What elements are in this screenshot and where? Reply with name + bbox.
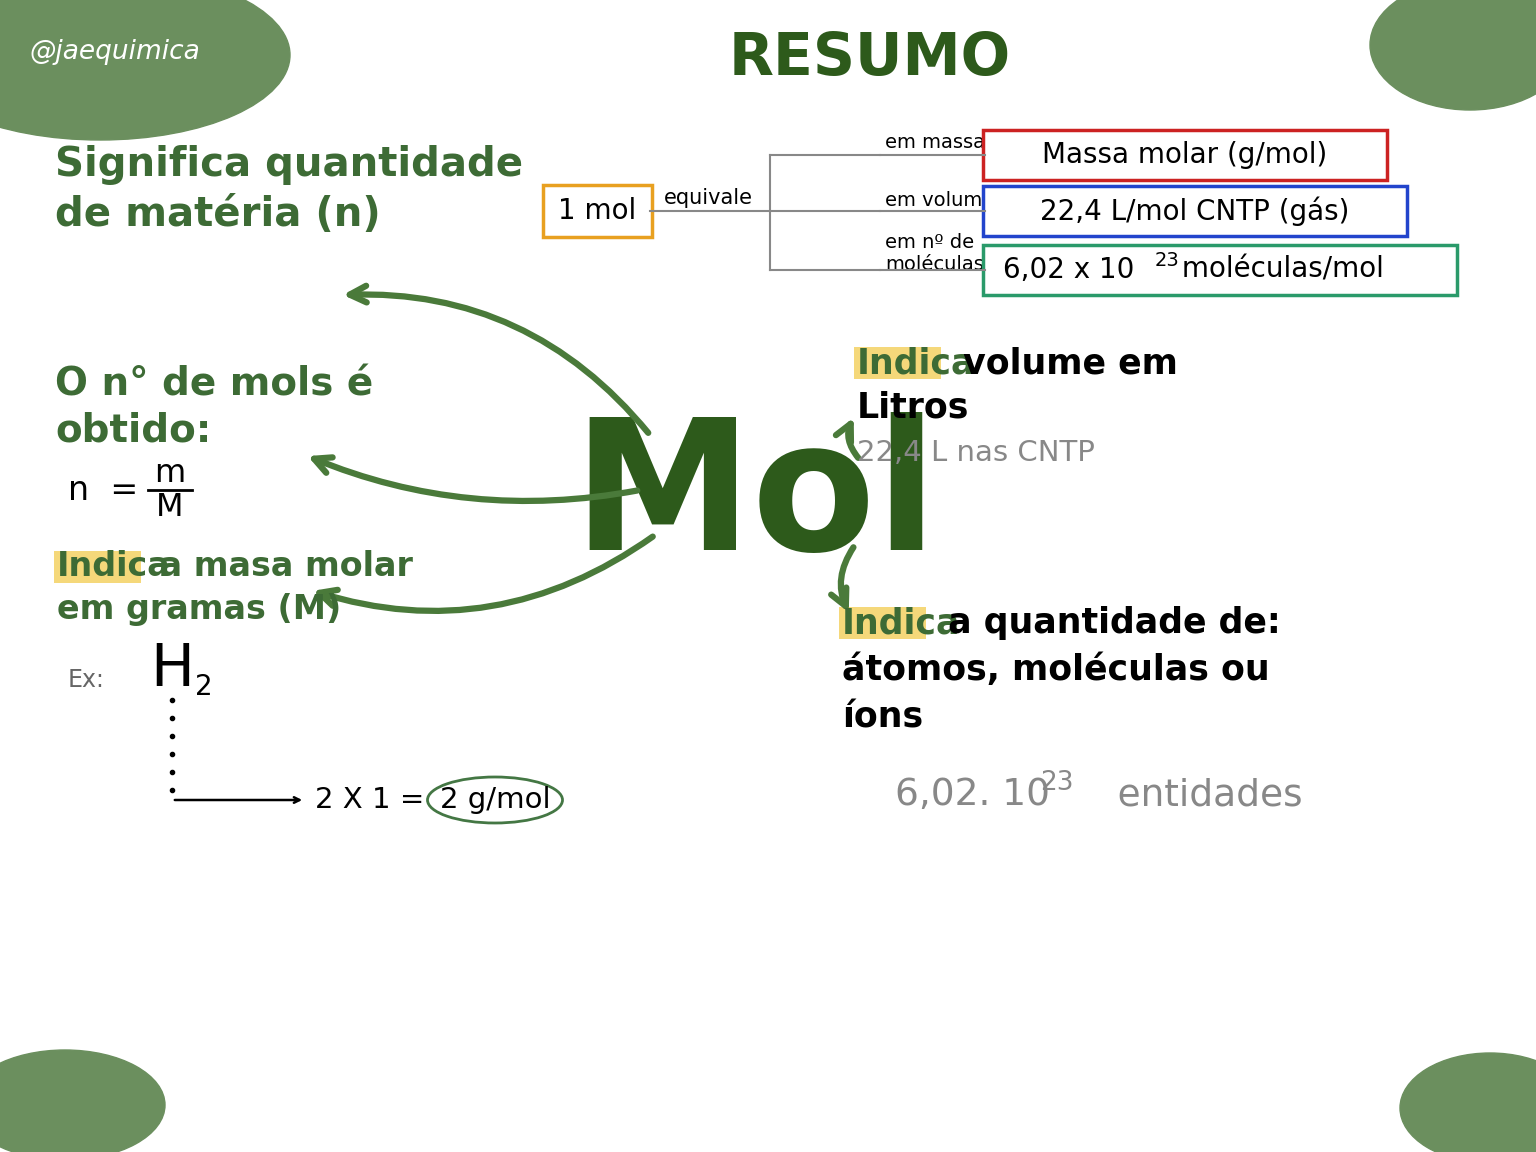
Text: @jaequimica: @jaequimica — [29, 39, 200, 65]
Ellipse shape — [1399, 1053, 1536, 1152]
Text: volume em: volume em — [951, 346, 1178, 380]
Text: Massa molar (g/mol): Massa molar (g/mol) — [1043, 141, 1327, 169]
Text: de matéria (n): de matéria (n) — [55, 195, 381, 235]
FancyBboxPatch shape — [854, 347, 942, 379]
Text: em volume: em volume — [885, 190, 994, 210]
Text: 23: 23 — [1155, 250, 1180, 270]
Text: 2: 2 — [195, 673, 212, 702]
FancyBboxPatch shape — [544, 185, 651, 237]
FancyBboxPatch shape — [839, 607, 926, 639]
Text: m: m — [155, 457, 186, 488]
Text: a masa molar: a masa molar — [147, 551, 413, 584]
Text: O n° de mols é: O n° de mols é — [55, 366, 373, 404]
Text: obtido:: obtido: — [55, 411, 212, 449]
FancyBboxPatch shape — [983, 245, 1458, 295]
Text: Indica: Indica — [857, 346, 975, 380]
Text: 22,4 L nas CNTP: 22,4 L nas CNTP — [857, 439, 1095, 467]
Text: íons: íons — [842, 702, 923, 735]
Ellipse shape — [0, 0, 290, 141]
Text: Indica: Indica — [842, 606, 960, 641]
FancyBboxPatch shape — [54, 551, 141, 583]
Text: M: M — [157, 493, 184, 523]
Text: 22,4 L/mol CNTP (gás): 22,4 L/mol CNTP (gás) — [1040, 196, 1350, 226]
Text: em gramas (M): em gramas (M) — [57, 593, 341, 627]
Text: átomos, moléculas ou: átomos, moléculas ou — [842, 653, 1270, 687]
Text: 2 g/mol: 2 g/mol — [439, 786, 550, 814]
Text: 2 X 1 =: 2 X 1 = — [315, 786, 424, 814]
Text: em massa: em massa — [885, 132, 985, 152]
Ellipse shape — [0, 1049, 164, 1152]
Text: Indica: Indica — [57, 551, 170, 584]
FancyBboxPatch shape — [983, 185, 1407, 236]
Text: 6,02 x 10: 6,02 x 10 — [1003, 256, 1135, 285]
Text: Ex:: Ex: — [68, 668, 104, 692]
Text: Significa quantidade: Significa quantidade — [55, 145, 524, 185]
Text: H: H — [151, 642, 194, 698]
Text: n  =: n = — [68, 473, 138, 507]
Text: RESUMO: RESUMO — [730, 30, 1011, 86]
Text: 1 mol: 1 mol — [558, 197, 636, 225]
Text: equivale: equivale — [664, 188, 753, 209]
Text: moléculas/mol: moléculas/mol — [1174, 256, 1384, 285]
Text: entidades: entidades — [1071, 776, 1303, 813]
Text: 6,02. 10: 6,02. 10 — [895, 776, 1051, 813]
Text: 23: 23 — [1040, 770, 1074, 796]
Text: a quantidade de:: a quantidade de: — [935, 606, 1281, 641]
FancyBboxPatch shape — [983, 130, 1387, 180]
Text: em nº de
moléculas: em nº de moléculas — [885, 234, 985, 274]
Ellipse shape — [1370, 0, 1536, 109]
Text: Mol: Mol — [573, 412, 937, 588]
Text: Litros: Litros — [857, 391, 969, 424]
